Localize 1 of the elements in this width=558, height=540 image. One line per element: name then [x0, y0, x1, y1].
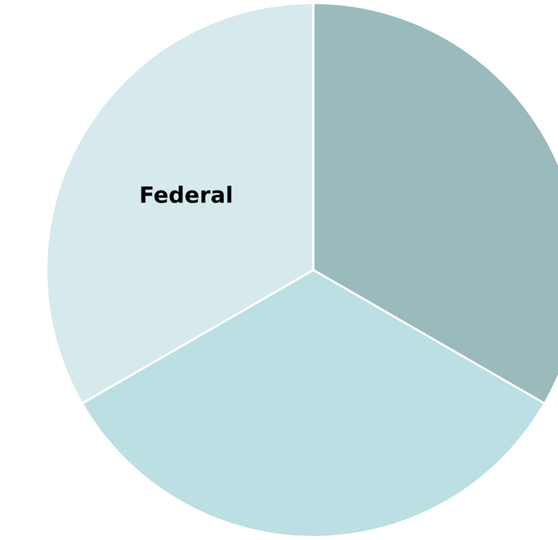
slice-label: Federal	[141, 186, 232, 204]
